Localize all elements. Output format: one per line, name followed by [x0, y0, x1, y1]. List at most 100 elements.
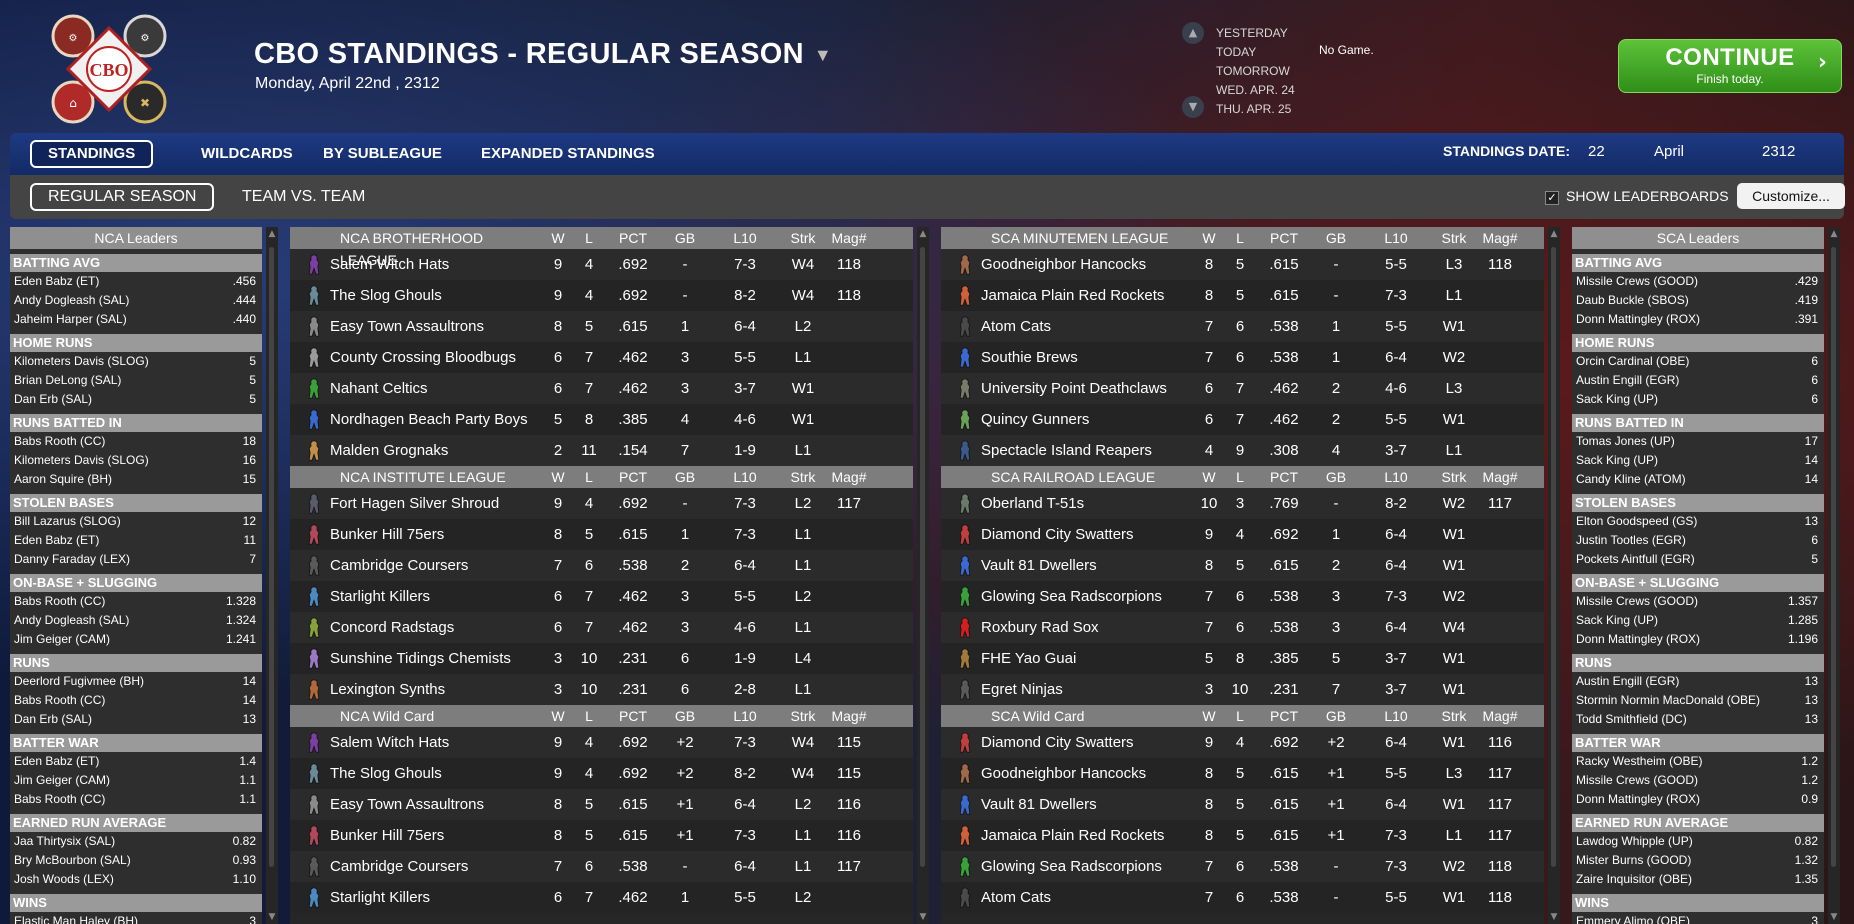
date-up-arrow-icon[interactable]: ▲	[1182, 22, 1204, 44]
leader-player[interactable]: Andy Dogleash (SAL)	[14, 293, 130, 307]
leader-row[interactable]: Emmery Alimo (OBE) 3	[1572, 912, 1824, 924]
leader-player[interactable]: Dan Erb (SAL)	[14, 712, 93, 726]
leader-player[interactable]: Sack King (UP)	[1576, 392, 1659, 406]
column-header-w[interactable]: W	[551, 708, 565, 724]
team-name[interactable]: FHE Yao Guai	[981, 650, 1077, 667]
column-header-l10[interactable]: L10	[1384, 708, 1408, 724]
team-row[interactable]: Bunker Hill 75ers 8 5 .615 +1 7-3 L1 116	[290, 820, 913, 851]
team-row[interactable]: Spectacle Island Reapers 4 9 .308 4 3-7 L1	[941, 435, 1544, 466]
column-header-pct[interactable]: PCT	[1270, 230, 1298, 246]
leader-player[interactable]: Sack King (UP)	[1576, 453, 1659, 467]
team-name[interactable]: Starlight Killers	[330, 889, 431, 906]
column-header-mag[interactable]: Mag#	[831, 469, 867, 485]
team-row[interactable]: Atom Cats 7 6 .538 - 5-5 W1 118	[941, 882, 1544, 913]
leader-player[interactable]: Kilometers Davis (SLOG)	[14, 354, 149, 368]
leader-row[interactable]: Dan Erb (SAL) 5	[10, 390, 262, 409]
leader-row[interactable]: Jim Geiger (CAM) 1.241	[10, 630, 262, 649]
tab-by-subleague[interactable]: BY SUBLEAGUE	[323, 145, 442, 162]
team-row[interactable]: Easy Town Assaultrons 8 5 .615 1 6-4 L2	[290, 311, 913, 342]
team-name[interactable]: Easy Town Assaultrons	[330, 318, 484, 335]
leader-player[interactable]: Todd Smithfield (DC)	[1576, 712, 1687, 726]
team-row[interactable]: Bunker Hill 75ers 8 5 .615 1 7-3 L1	[290, 519, 913, 550]
team-row[interactable]: Oberland T-51s 10 3 .769 - 8-2 W2 117	[941, 488, 1544, 519]
leader-row[interactable]: Elastic Man Haley (BH) 3	[10, 912, 262, 924]
column-header-w[interactable]: W	[551, 230, 565, 246]
team-name[interactable]: Spectacle Island Reapers	[981, 442, 1152, 459]
leader-row[interactable]: Kilometers Davis (SLOG) 5	[10, 352, 262, 371]
leader-player[interactable]: Tomas Jones (UP)	[1576, 434, 1675, 448]
leader-row[interactable]: Sack King (UP) 6	[1572, 390, 1824, 409]
leader-player[interactable]: Mister Burns (GOOD)	[1576, 853, 1692, 867]
team-row[interactable]: Glowing Sea Radscorpions 7 6 .538 - 7-3 W2 118	[941, 851, 1544, 882]
tab-team-vs-team[interactable]: TEAM VS. TEAM	[242, 188, 366, 205]
column-header-l10[interactable]: L10	[1384, 469, 1408, 485]
leader-row[interactable]: Aaron Squire (BH) 15	[10, 470, 262, 489]
column-header-pct[interactable]: PCT	[619, 469, 647, 485]
leader-player[interactable]: Bill Lazarus (SLOG)	[14, 514, 121, 528]
team-row[interactable]: Cambridge Coursers 7 6 .538 2 6-4 L1	[290, 550, 913, 581]
column-header-l10[interactable]: L10	[1384, 230, 1408, 246]
leader-player[interactable]: Aaron Squire (BH)	[14, 472, 113, 486]
team-row[interactable]: University Point Deathclaws 6 7 .462 2 4-6 L3	[941, 373, 1544, 404]
team-row[interactable]: Atom Cats 7 6 .538 1 5-5 W1	[941, 311, 1544, 342]
leader-row[interactable]: Missile Crews (GOOD) 1.2	[1572, 771, 1824, 790]
leader-row[interactable]: Mister Burns (GOOD) 1.32	[1572, 851, 1824, 870]
column-header-l10[interactable]: L10	[733, 708, 757, 724]
leader-player[interactable]: Missile Crews (GOOD)	[1576, 274, 1698, 288]
tab-expanded-standings[interactable]: EXPANDED STANDINGS	[481, 145, 655, 162]
team-name[interactable]: The Slog Ghouls	[330, 765, 442, 782]
team-name[interactable]: Goodneighbor Hancocks	[981, 765, 1147, 782]
nca-leaders-scrollbar[interactable]: ▲ ▼	[266, 227, 278, 924]
leader-player[interactable]: Babs Rooth (CC)	[14, 792, 106, 806]
leader-row[interactable]: Jaa Thirtysix (SAL) 0.82	[10, 832, 262, 851]
team-row[interactable]: Easy Town Assaultrons 8 5 .615 +1 6-4 L2 116	[290, 789, 913, 820]
team-row[interactable]: Fort Hagen Silver Shroud 9 4 .692 - 7-3 L2 117	[290, 488, 913, 519]
leader-row[interactable]: Tomas Jones (UP) 17	[1572, 432, 1824, 451]
team-name[interactable]: Cambridge Coursers	[330, 858, 469, 875]
leader-player[interactable]: Babs Rooth (CC)	[14, 594, 106, 608]
column-header-gb[interactable]: GB	[1325, 708, 1347, 724]
team-name[interactable]: Sunshine Tidings Chemists	[330, 650, 511, 667]
leader-player[interactable]: Austin Engill (EGR)	[1576, 373, 1680, 387]
team-row[interactable]: Nordhagen Beach Party Boys 5 8 .385 4 4-6 W1	[290, 404, 913, 435]
leader-row[interactable]: Donn Mattingley (ROX) .391	[1572, 310, 1824, 329]
team-name[interactable]: Roxbury Rad Sox	[981, 619, 1099, 636]
team-row[interactable]: Vault 81 Dwellers 8 5 .615 2 6-4 W1	[941, 550, 1544, 581]
leader-player[interactable]: Donn Mattingley (ROX)	[1576, 632, 1701, 646]
team-name[interactable]: The Slog Ghouls	[330, 287, 442, 304]
nca-standings-scrollbar[interactable]: ▲ ▼	[917, 227, 929, 924]
column-header-strk[interactable]: Strk	[1441, 469, 1467, 485]
leader-row[interactable]: Babs Rooth (CC) 1.1	[10, 790, 262, 809]
leader-player[interactable]: Bry McBourbon (SAL)	[14, 853, 131, 867]
team-row[interactable]: Jamaica Plain Red Rockets 8 5 .615 +1 7-3 L1 11…	[941, 820, 1544, 851]
column-header-l[interactable]: L	[585, 230, 593, 246]
column-header-gb[interactable]: GB	[1325, 469, 1347, 485]
column-header-pct[interactable]: PCT	[619, 230, 647, 246]
leader-player[interactable]: Jaheim Harper (SAL)	[14, 312, 127, 326]
column-header-w[interactable]: W	[551, 469, 565, 485]
leader-row[interactable]: Todd Smithfield (DC) 13	[1572, 710, 1824, 729]
leader-row[interactable]: Andy Dogleash (SAL) 1.324	[10, 611, 262, 630]
leader-player[interactable]: Zaire Inquisitor (OBE)	[1576, 872, 1693, 886]
leader-player[interactable]: Lawdog Whipple (UP)	[1576, 834, 1693, 848]
continue-button[interactable]: CONTINUE Finish today. ›	[1618, 39, 1842, 93]
leader-row[interactable]: Andy Dogleash (SAL) .444	[10, 291, 262, 310]
leader-player[interactable]: Missile Crews (GOOD)	[1576, 594, 1698, 608]
team-name[interactable]: Jamaica Plain Red Rockets	[981, 287, 1165, 304]
team-row[interactable]: County Crossing Bloodbugs 6 7 .462 3 5-5 L1	[290, 342, 913, 373]
team-row[interactable]: Sunshine Tidings Chemists 3 10 .231 6 1-9 L4	[290, 643, 913, 674]
standings-date-year[interactable]: 2312	[1762, 143, 1796, 160]
team-name[interactable]: Vault 81 Dwellers	[981, 796, 1097, 813]
column-header-pct[interactable]: PCT	[619, 708, 647, 724]
leader-row[interactable]: Austin Engill (EGR) 13	[1572, 672, 1824, 691]
leader-player[interactable]: Dan Erb (SAL)	[14, 392, 93, 406]
leader-row[interactable]: Brian DeLong (SAL) 5	[10, 371, 262, 390]
team-row[interactable]: Concord Radstags 6 7 .462 3 4-6 L1	[290, 612, 913, 643]
leader-row[interactable]: Kilometers Davis (SLOG) 16	[10, 451, 262, 470]
leader-row[interactable]: Donn Mattingley (ROX) 1.196	[1572, 630, 1824, 649]
column-header-gb[interactable]: GB	[674, 469, 696, 485]
leader-row[interactable]: Dan Erb (SAL) 13	[10, 710, 262, 729]
leader-row[interactable]: Bry McBourbon (SAL) 0.93	[10, 851, 262, 870]
leader-row[interactable]: Danny Faraday (LEX) 7	[10, 550, 262, 569]
leader-row[interactable]: Racky Westheim (OBE) 1.2	[1572, 752, 1824, 771]
